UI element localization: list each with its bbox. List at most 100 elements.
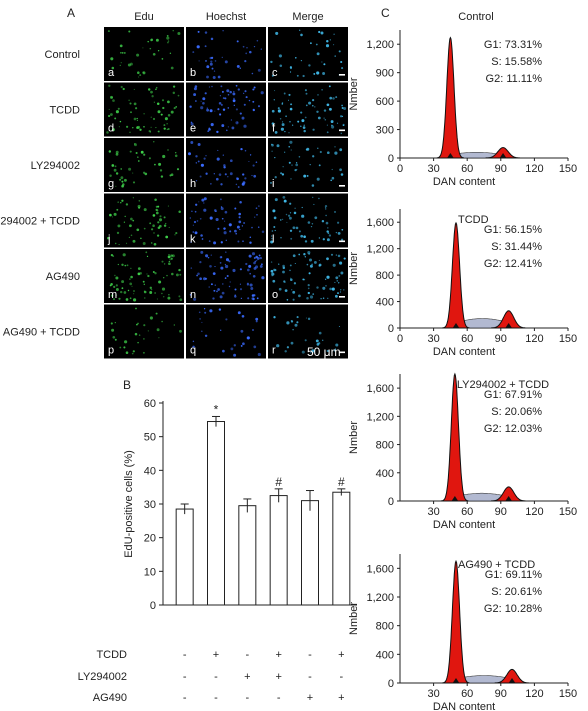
cell-dot (276, 144, 280, 148)
cell-dot (242, 240, 244, 243)
cell-dot (338, 325, 340, 328)
cell-dot (246, 268, 250, 272)
cell-dot (335, 231, 338, 234)
cell-dot (197, 272, 200, 276)
cell-dot (318, 237, 321, 239)
cell-dot (119, 44, 123, 48)
cell-dot (220, 206, 223, 208)
cell-dot (234, 295, 237, 298)
row-label: LY294002 + TCDD (0, 216, 80, 228)
micrograph-background (104, 304, 184, 359)
cell-dot (128, 236, 131, 239)
cell-dot (303, 174, 307, 178)
cell-dot (298, 294, 301, 298)
cell-dot (138, 200, 141, 202)
cell-dot (106, 131, 109, 134)
cell-dot (172, 91, 176, 95)
cell-dot (286, 299, 289, 301)
treatment-sign: - (214, 671, 218, 683)
cell-dot (137, 71, 140, 74)
cell-dot (168, 254, 170, 256)
cell-dot (115, 150, 119, 154)
cell-dot (329, 39, 331, 41)
cell-dot (298, 230, 301, 233)
cell-dot (300, 125, 302, 128)
cell-dot (310, 239, 314, 243)
micrograph-background (104, 82, 184, 137)
x-tick-label: 90 (495, 163, 507, 175)
cell-dot (197, 142, 201, 147)
cell-dot (159, 169, 163, 172)
cell-dot (199, 261, 202, 264)
cell-dot (157, 221, 160, 224)
cell-dot (288, 216, 292, 220)
cell-dot (227, 176, 229, 178)
y-tick-label: 800 (376, 440, 394, 452)
micrograph-b: b (186, 27, 266, 81)
cell-dot (113, 212, 117, 216)
cell-dot (290, 277, 292, 279)
cell-dot (120, 290, 123, 294)
cell-dot (150, 288, 153, 291)
cell-dot (326, 275, 330, 279)
cell-dot (252, 88, 255, 91)
treatment-sign: - (308, 671, 312, 683)
cell-dot (245, 52, 248, 55)
cell-dot (314, 216, 318, 220)
cell-dot (220, 266, 224, 270)
cell-dot (251, 294, 255, 297)
cell-dot (227, 107, 230, 109)
cell-dot (117, 107, 120, 110)
cell-dot (249, 154, 252, 156)
cell-dot (289, 264, 292, 267)
cell-dot (163, 216, 166, 219)
cell-dot (236, 225, 240, 229)
cell-dot (292, 290, 296, 294)
cell-dot (200, 106, 204, 110)
cell-dot (202, 101, 205, 105)
bar (301, 500, 319, 606)
micrograph-j: j (104, 193, 184, 248)
scale-bar (339, 351, 345, 354)
cell-dot (281, 173, 285, 176)
cell-dot (155, 312, 158, 315)
histogram-title: Control (458, 11, 493, 23)
cell-dot (223, 227, 226, 230)
cell-dot (252, 100, 255, 103)
cell-dot (312, 104, 314, 107)
cell-dot (112, 335, 116, 339)
micrograph-letter: a (108, 67, 115, 79)
cell-dot (220, 241, 223, 244)
cell-dot (288, 145, 290, 148)
cell-dot (242, 342, 245, 346)
cell-dot (217, 288, 220, 291)
cell-dot (327, 297, 329, 299)
cell-dot (149, 131, 151, 133)
cell-dot (326, 39, 329, 43)
cell-dot (306, 263, 309, 266)
cell-dot (111, 66, 115, 70)
cell-dot (147, 274, 150, 278)
cell-dot (110, 294, 114, 297)
cell-dot (271, 143, 274, 147)
cell-dot (325, 221, 329, 225)
cell-dot (156, 298, 158, 300)
cell-dot (316, 177, 320, 181)
micrograph-letter: j (107, 234, 110, 246)
cell-dot (290, 278, 293, 281)
cell-dot (249, 283, 253, 287)
cell-dot (337, 254, 341, 258)
cell-dot (152, 224, 155, 227)
cell-dot (274, 229, 276, 232)
cell-dot (198, 311, 201, 314)
cell-dot (216, 290, 218, 293)
g1-peak (441, 559, 470, 684)
cell-dot (202, 97, 206, 101)
cell-dot (235, 183, 238, 186)
cell-dot (255, 161, 258, 163)
cell-dot (123, 291, 127, 294)
cell-dot (324, 208, 327, 210)
cell-dot (189, 217, 191, 219)
cell-dot (130, 275, 133, 279)
column-header-edu: Edu (134, 11, 154, 23)
